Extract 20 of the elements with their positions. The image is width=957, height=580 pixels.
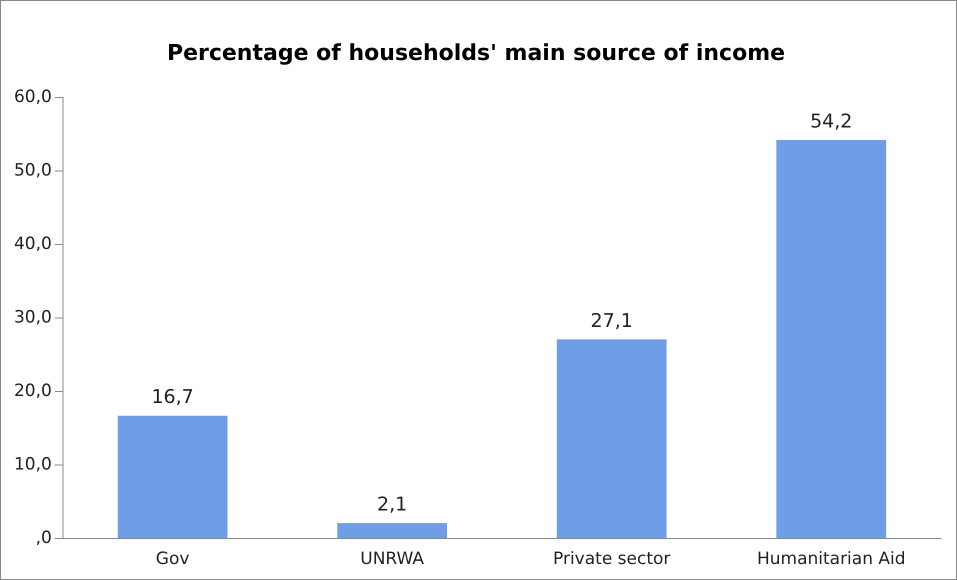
- data-label: 2,1: [377, 494, 408, 516]
- x-tick-label: Gov: [156, 549, 190, 570]
- data-label: 54,2: [810, 110, 852, 132]
- bar: [118, 416, 228, 538]
- y-tick-label: ,0: [36, 528, 52, 548]
- y-tick-label: 20,0: [14, 380, 52, 401]
- y-tick-label: 50,0: [14, 160, 52, 180]
- bar: [556, 339, 667, 538]
- chart-title: Percentage of households' main source of income: [166, 40, 786, 66]
- bar: [776, 140, 886, 538]
- data-label: 16,7: [151, 386, 194, 408]
- x-tick-label: UNRWA: [360, 549, 424, 570]
- y-tick-label: 10,0: [14, 454, 52, 474]
- y-tick-label: 40,0: [14, 234, 52, 254]
- x-tick-label: Private sector: [553, 549, 670, 570]
- y-tick-label: 30,0: [14, 307, 52, 328]
- x-tick-label: Humanitarian Aid: [756, 549, 906, 570]
- y-tick-label: 60,0: [14, 86, 52, 107]
- bar: [337, 523, 448, 538]
- data-label: 27,1: [590, 310, 633, 332]
